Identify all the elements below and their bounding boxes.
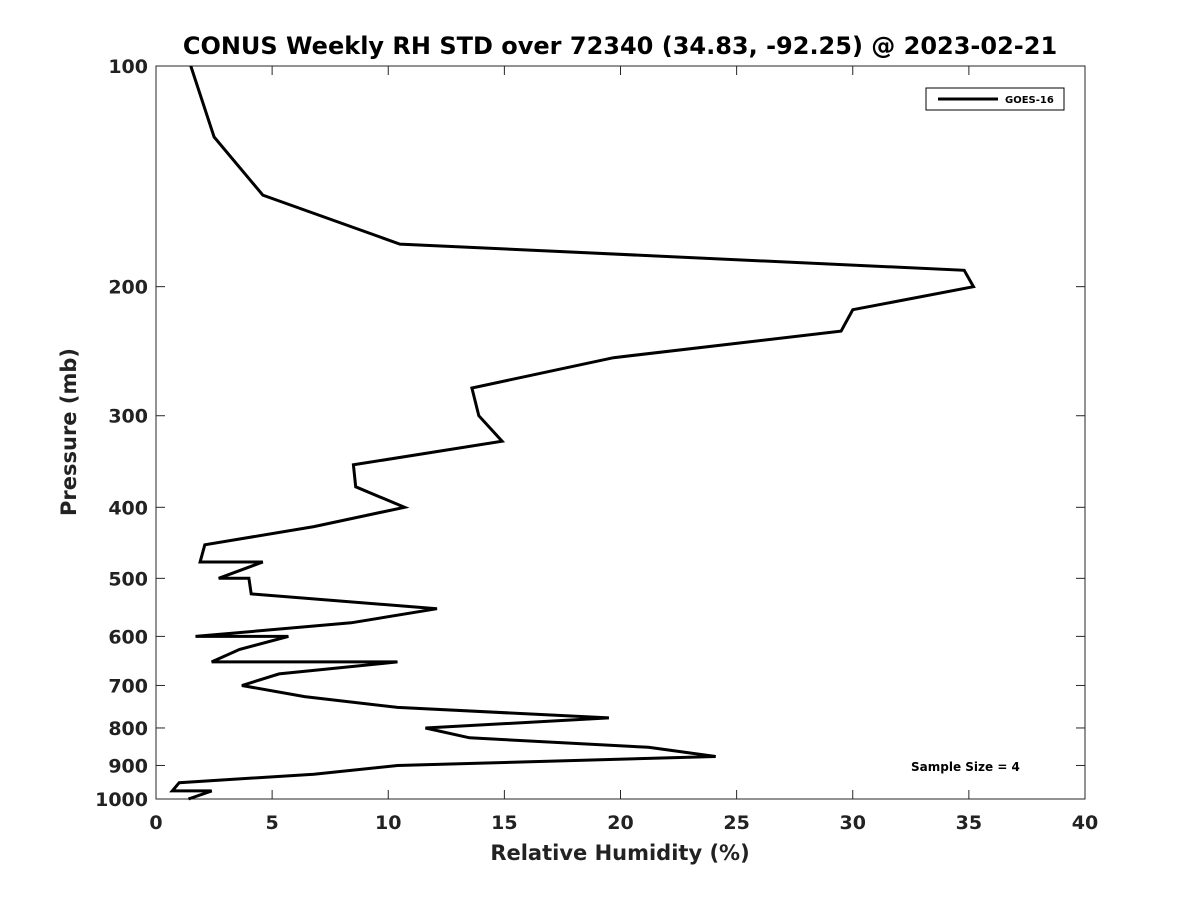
y-tick-label: 400 xyxy=(108,497,148,519)
sample-size-annotation: Sample Size = 4 xyxy=(911,760,1020,774)
x-axis-ticks: 0 5 10 15 20 25 30 35 40 xyxy=(149,66,1098,834)
x-axis-label: Relative Humidity (%) xyxy=(490,841,749,865)
x-tick-label: 25 xyxy=(723,812,749,834)
y-tick-label: 900 xyxy=(108,755,148,777)
chart-title: CONUS Weekly RH STD over 72340 (34.83, -… xyxy=(183,32,1057,60)
legend-label-goes-16: GOES-16 xyxy=(1005,95,1054,106)
x-tick-label: 30 xyxy=(840,812,866,834)
y-tick-label: 800 xyxy=(108,718,148,740)
y-tick-label: 100 xyxy=(108,56,148,78)
y-tick-label: 500 xyxy=(108,568,148,590)
x-tick-label: 40 xyxy=(1072,812,1098,834)
x-tick-label: 5 xyxy=(266,812,279,834)
series-layer xyxy=(169,65,976,801)
y-axis-label: Pressure (mb) xyxy=(57,348,81,516)
legend: GOES-16 xyxy=(925,87,1065,111)
x-tick-label: 20 xyxy=(607,812,633,834)
y-tick-label: 600 xyxy=(108,626,148,648)
y-tick-label: 300 xyxy=(108,406,148,428)
y-tick-label: 700 xyxy=(108,675,148,697)
y-axis-ticks: 100 200 300 400 500 600 700 800 900 1000 xyxy=(95,56,1085,811)
series-line-goes-16 xyxy=(169,65,976,801)
y-tick-label: 1000 xyxy=(95,789,148,811)
x-tick-label: 10 xyxy=(375,812,401,834)
plot-frame xyxy=(155,65,1086,800)
x-tick-label: 0 xyxy=(149,812,162,834)
x-tick-label: 35 xyxy=(956,812,982,834)
axes xyxy=(155,65,1086,800)
y-tick-label: 200 xyxy=(108,277,148,299)
x-tick-label: 15 xyxy=(491,812,517,834)
